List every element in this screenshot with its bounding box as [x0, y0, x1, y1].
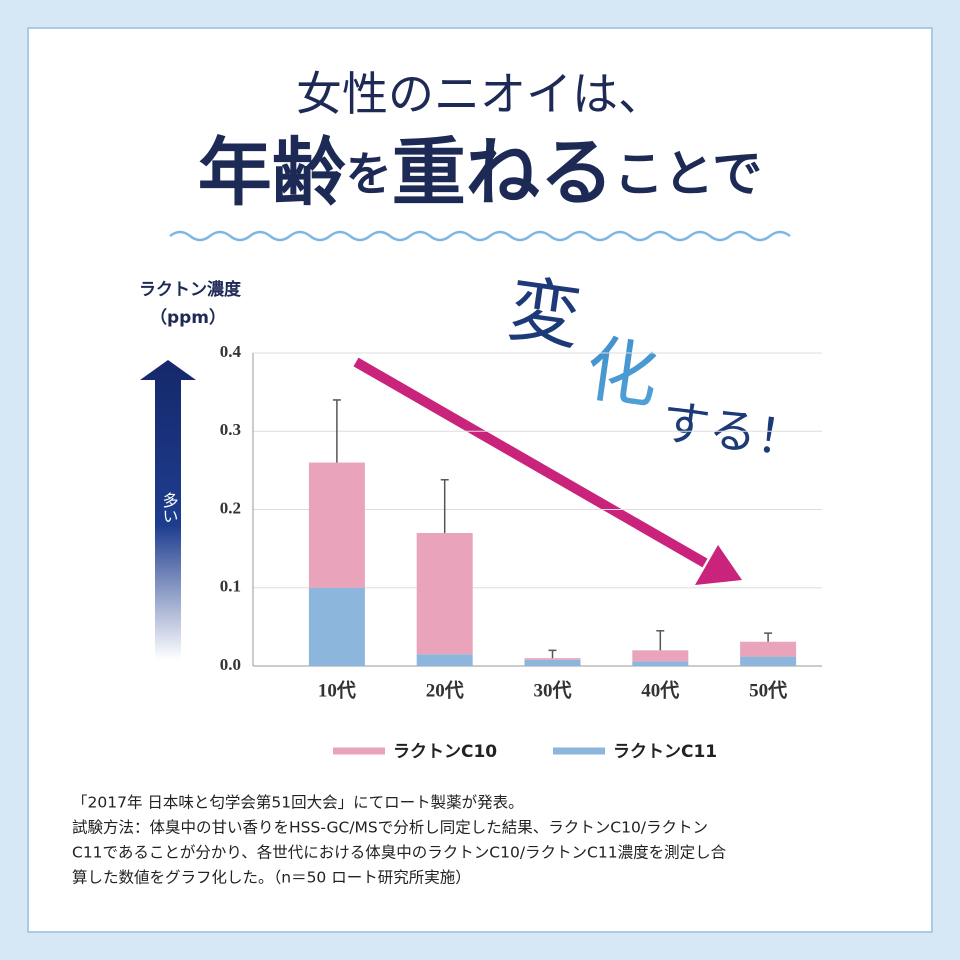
error-bar [440, 479, 449, 533]
y-tick-label: 0.4 [220, 342, 242, 361]
y-tick-label: 0.1 [220, 577, 241, 596]
bar-segment [524, 659, 581, 666]
x-tick-label: 50代 [749, 679, 787, 701]
bar-segment [416, 532, 473, 655]
title-part: を [346, 147, 392, 201]
trend-line [353, 357, 708, 568]
x-tick-label: 10代 [318, 679, 356, 701]
error-bar [548, 649, 557, 659]
side-label: 多い [160, 492, 179, 524]
title-part: 年齢 [198, 130, 346, 216]
title-line1: 女性のニオイは、 [296, 67, 664, 121]
footnote-line: 試験方法：体臭中の甘い香りをHSS-GC/MSで分析し同定した結果、ラクトンC1… [72, 819, 708, 837]
title-part: 重ねる [392, 130, 614, 216]
bar-segment [740, 641, 797, 657]
title-part: ことで [614, 144, 763, 203]
footnote-line: 算した数値をグラフ化した。（n＝50 ロート研究所実施） [72, 868, 471, 887]
wave-divider [169, 230, 791, 242]
footnote: 「2017年 日本味と匂学会第51回大会」にてロート製薬が発表。試験方法：体臭中… [72, 794, 727, 887]
trend-arrow [353, 357, 742, 585]
y-tick-label: 0.3 [220, 420, 241, 439]
x-tick-label: 20代 [426, 679, 464, 701]
x-tick-label: 30代 [533, 679, 571, 701]
title-line2: 年齢を重ねることで [198, 130, 763, 216]
legend-label: ラクトンC11 [613, 742, 717, 762]
x-tick-label: 40代 [641, 679, 679, 701]
bar-segment [632, 661, 689, 666]
footnote-line: C11であることが分かり、各世代における体臭中のラクトンC10/ラクトンC11濃… [72, 844, 727, 862]
bar-segment [632, 650, 689, 662]
up-arrow [140, 360, 196, 660]
error-bar [656, 630, 665, 651]
bar-segment [308, 587, 365, 666]
bar-segment [740, 656, 797, 666]
bar-segment [524, 658, 581, 660]
legend-label: ラクトンC10 [393, 742, 497, 762]
bar-segment [416, 654, 473, 666]
footnote-line: 「2017年 日本味と匂学会第51回大会」にてロート製薬が発表。 [72, 794, 524, 812]
plot: 0.0 0.1 0.2 0.3 0.4 10代 20代 30代 40代 50代 [220, 342, 822, 701]
bar-segment [308, 462, 365, 588]
callout-part: 化 [581, 326, 664, 419]
callout-part: 変 [503, 267, 586, 360]
error-bar [764, 632, 773, 642]
y-tick-label: 0.2 [220, 498, 241, 517]
y-tick-label: 0.0 [220, 655, 241, 674]
error-bar [332, 399, 341, 463]
y-axis-label: ラクトン濃度 [139, 279, 242, 300]
y-axis-label: （ppm） [150, 307, 226, 328]
trend-head [695, 545, 742, 585]
